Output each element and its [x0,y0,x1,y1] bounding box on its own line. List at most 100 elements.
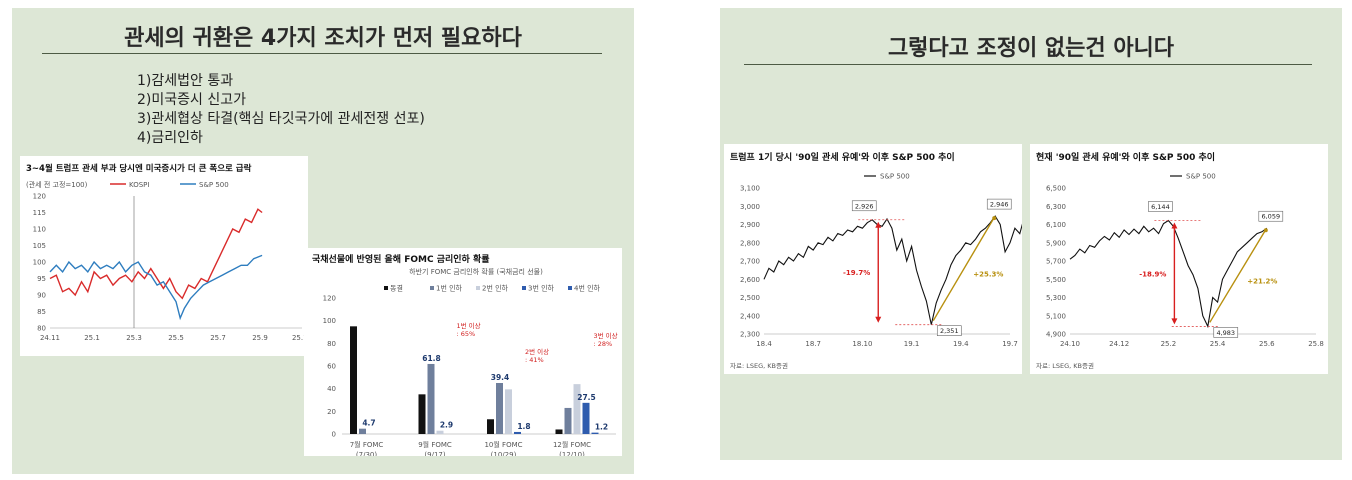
legend-label: 3번 인하 [528,284,555,293]
x-tick-label: 12월 FOMC [553,440,591,449]
list-item: 2)미국증시 신고가 [137,92,246,108]
probability-note: 2번 이상 [525,347,549,356]
x-tick-label: 25.11 [292,334,308,342]
y-tick-label: 120 [33,193,46,201]
rise-arrowhead [1263,228,1268,233]
sp500-line [763,215,1022,325]
y-tick-label: 0 [332,431,336,439]
peak-value-label: 6,144 [1151,203,1170,211]
x-tick-label: 25.4 [1210,340,1226,348]
x-tick-label: 19.1 [904,340,920,348]
x-tick-sublabel: (10/29) [491,451,517,456]
recovery-value-label-box [1258,210,1284,222]
y-tick-label: 5,900 [1046,239,1066,247]
y-tick-label: 5,300 [1046,294,1066,302]
x-tick-label: 18.4 [756,340,772,348]
sp500-line [1069,219,1268,329]
fomc-chart: 하반기 FOMC 금리인하 확률 (국채금리 선물) 동결 1번 인하 2번 인하 3번… [323,267,618,456]
peak-value-label: 2,926 [855,202,874,210]
y-tick-label: 110 [33,226,46,234]
y-tick-label: 100 [323,317,336,325]
y-tick-label: 80 [37,325,46,333]
y-tick-label: 85 [37,308,46,316]
kospi-sp500-chart: (관세 전 고정=100) KOSPI S&P 500 80 85 90 95 100 105 1… [26,180,308,342]
legend-swatch [522,286,526,290]
fomc-chart-card: 국채선물에 반영된 올해 FOMC 금리인하 확률 하반기 FOMC 금리인하 … [304,248,622,456]
legend-label: 1번 인하 [436,284,463,293]
series-line [49,254,263,321]
x-tick-label: 19.7 [1002,340,1018,348]
legend-label: 4번 인하 [574,284,601,293]
probability-note: 3번 이상 [594,331,618,340]
x-tick-label: 25.8 [1308,340,1324,348]
drop-arrowhead [875,221,882,228]
x-tick-label: 10월 FOMC [484,440,522,449]
x-tick-label: 7월 FOMC [350,440,384,449]
left-slide-title: 관세의 귀환은 4가지 조치가 먼저 필요하다 [124,26,522,51]
y-tick-label: 2,700 [740,258,760,266]
x-tick-label: 25.3 [126,334,142,342]
y-tick-label: 6,300 [1046,203,1066,211]
bar [418,394,426,434]
x-tick-label: 24.11 [40,334,60,342]
right-slide: 그렇다고 조정이 없는건 아니다 트럼프 1기 당시 '90일 관세 유예'와 … [720,8,1342,460]
x-tick-label: 25.1 [84,334,100,342]
y-tick-label: 40 [327,385,336,393]
bar [514,431,521,434]
x-tick-label: 19.4 [953,340,969,348]
probability-note: : 28% [594,340,613,348]
x-tick-label: 24.12 [1109,340,1129,348]
x-tick-label: 25.5 [168,334,184,342]
legend-label: 동결 [390,284,403,293]
rise-percent-label: +21.2% [1247,277,1277,285]
rise-arrow [932,218,994,322]
y-tick-label: 120 [323,295,336,303]
y-tick-label: 2,400 [740,312,760,320]
bar [573,384,581,434]
y-tick-label: 90 [37,292,46,300]
bar [350,326,357,434]
legend-swatch [430,286,434,290]
source-note: 자료: LSEG, KB증권 [730,362,788,370]
data-label: 4.7 [362,419,375,428]
y-tick-label: 2,500 [740,294,760,302]
y-tick-label: 5,500 [1046,276,1066,284]
data-label: 1.8 [517,422,530,431]
legend-swatch [568,286,572,290]
chart-title: 트럼프 1기 당시 '90일 관세 유예'와 이후 S&P 500 추이 [730,153,955,163]
data-label: 61.8 [422,354,441,363]
trough-value-label: 4,983 [1216,329,1235,337]
x-tick-label: 25.2 [1161,340,1177,348]
bar [555,429,563,434]
data-label: 27.5 [577,393,596,402]
bar [496,383,503,434]
x-tick-label: 25.9 [252,334,268,342]
data-label: 1.2 [595,423,608,432]
probability-note: 1번 이상 [457,321,481,330]
bar [564,407,572,434]
legend-swatch [384,286,388,290]
y-tick-label: 80 [327,340,336,348]
y-tick-label: 2,300 [740,331,760,339]
list-item: 1)감세법안 통과 [137,73,234,89]
y-tick-label: 95 [37,275,46,283]
right-title-divider [744,64,1312,65]
legend-label: S&P 500 [1186,173,1216,181]
sp500-2018-chart: S&P 500 2,300 2,400 2,500 2,600 2,700 2,800 2,9… [740,173,1022,348]
bar [582,402,590,434]
y-tick-label: 3,100 [740,185,760,193]
y-tick-label: 105 [33,242,46,250]
x-tick-label: 25.6 [1259,340,1275,348]
rise-arrowhead [992,216,997,221]
source-note: 자료: LSEG, KB증권 [1036,362,1094,370]
y-tick-label: 115 [33,209,46,217]
chart-subtitle: 하반기 FOMC 금리인하 확률 (국채금리 선물) [409,267,543,276]
data-label: 2.9 [440,421,453,430]
legend-label: 2번 인하 [482,284,509,293]
bar [427,363,435,434]
y-tick-label: 2,900 [740,221,760,229]
bar [591,432,599,434]
drop-percent-label: -19.7% [843,269,870,277]
condition-list: 1)감세법안 통과 2)미국증시 신고가 3)관세협상 타결(핵심 타깃국가에 … [137,72,425,148]
x-tick-label: 18.10 [852,340,872,348]
